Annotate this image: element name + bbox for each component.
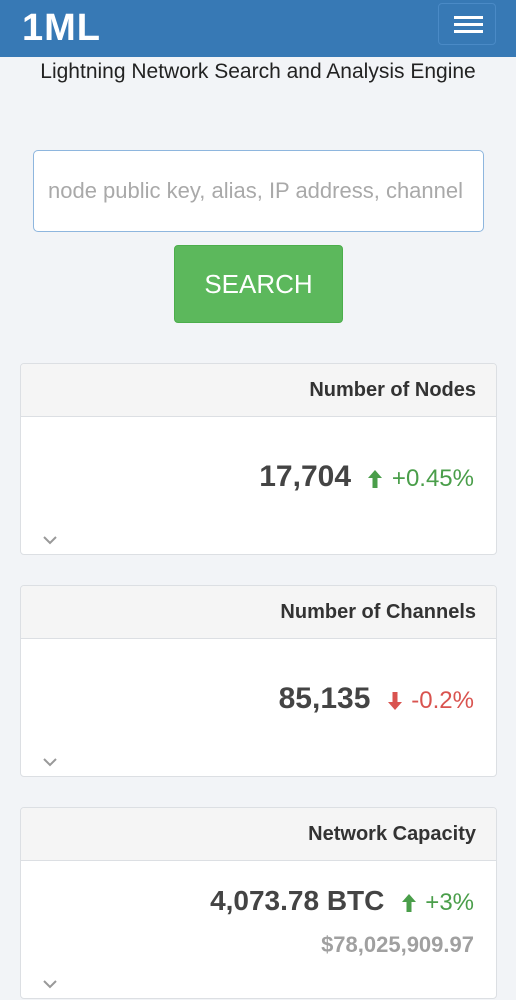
chevron-down-icon[interactable] [43,532,57,545]
chevron-down-icon[interactable] [43,754,57,767]
card-title: Number of Nodes [21,364,496,417]
channels-change: -0.2% [411,687,474,714]
nodes-card: Number of Nodes 17,704 +0.45% [20,363,497,555]
arrow-down-icon [387,691,403,716]
channels-count: 85,135 [278,682,371,715]
top-navbar: 1ML [0,0,516,57]
arrow-up-icon [367,469,383,494]
capacity-card: Network Capacity 4,073.78 BTC +3% $78,02… [20,807,497,999]
capacity-btc: 4,073.78 BTC [210,885,385,916]
nodes-stat: 17,704 +0.45% [259,460,474,494]
capacity-change: +3% [425,889,474,916]
channels-stat: 85,135 -0.2% [279,682,474,716]
card-title: Network Capacity [21,808,496,861]
site-logo[interactable]: 1ML [22,7,101,49]
nodes-count: 17,704 [259,460,352,493]
nodes-change: +0.45% [391,465,474,492]
chevron-down-icon[interactable] [43,976,57,989]
capacity-usd: $78,025,909.97 [321,932,474,957]
card-title: Number of Channels [21,586,496,639]
arrow-up-icon [401,893,417,918]
menu-toggle-button[interactable] [438,3,496,45]
search-button[interactable]: SEARCH [174,245,343,323]
capacity-stat: 4,073.78 BTC +3% [210,885,474,918]
channels-card: Number of Channels 85,135 -0.2% [20,585,497,777]
page-tagline: Lightning Network Search and Analysis En… [40,60,476,83]
search-input[interactable] [33,150,484,232]
